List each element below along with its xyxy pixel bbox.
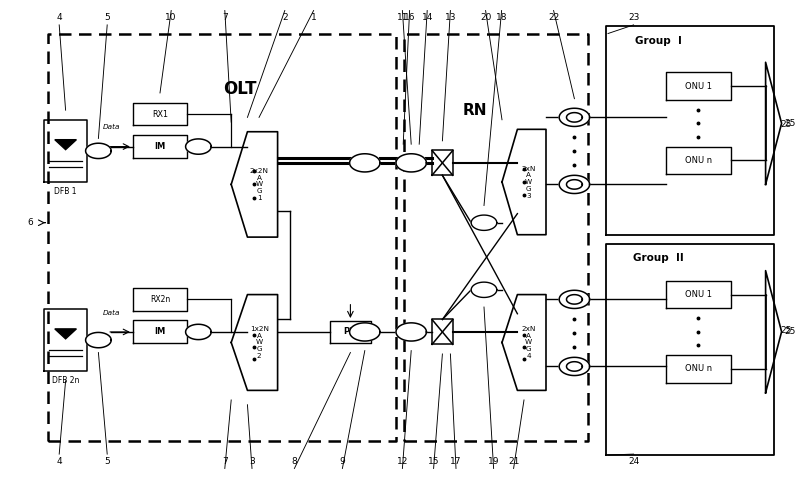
- Text: DFB 2n: DFB 2n: [52, 376, 79, 385]
- Text: IM: IM: [154, 142, 166, 151]
- Text: 1x2N
A
W
G
2: 1x2N A W G 2: [250, 326, 269, 359]
- Polygon shape: [471, 282, 497, 297]
- Text: 8: 8: [291, 457, 298, 466]
- Polygon shape: [86, 332, 111, 348]
- Text: 1: 1: [310, 13, 317, 22]
- Text: 25: 25: [785, 119, 796, 128]
- Text: 9: 9: [339, 457, 346, 466]
- Text: PM: PM: [343, 328, 358, 336]
- Text: RX1: RX1: [152, 110, 168, 118]
- Polygon shape: [559, 175, 590, 194]
- Text: 10: 10: [166, 13, 177, 22]
- Text: 4: 4: [56, 457, 62, 466]
- Text: 12: 12: [397, 457, 408, 466]
- Text: ONU 1: ONU 1: [685, 82, 712, 91]
- Polygon shape: [186, 139, 211, 154]
- Text: 20: 20: [480, 13, 491, 22]
- Text: Data: Data: [103, 310, 121, 316]
- Text: 17: 17: [450, 457, 462, 466]
- Polygon shape: [559, 290, 590, 308]
- Text: OLT: OLT: [223, 80, 257, 98]
- Text: 2x2N
A
W
G
1: 2x2N A W G 1: [250, 168, 269, 201]
- Text: ONU n: ONU n: [685, 156, 712, 165]
- Text: 18: 18: [496, 13, 507, 22]
- Text: 25: 25: [780, 326, 791, 335]
- Polygon shape: [54, 140, 77, 149]
- Text: 16: 16: [404, 13, 415, 22]
- Text: 24: 24: [628, 457, 639, 466]
- Text: 6: 6: [27, 218, 34, 227]
- Polygon shape: [54, 329, 77, 339]
- Polygon shape: [396, 154, 426, 172]
- Text: 25: 25: [780, 120, 791, 129]
- Polygon shape: [86, 143, 111, 159]
- Text: 14: 14: [422, 13, 433, 22]
- Text: 5: 5: [104, 13, 110, 22]
- Text: 23: 23: [628, 13, 639, 22]
- Polygon shape: [471, 215, 497, 230]
- Text: ONU n: ONU n: [685, 365, 712, 373]
- Polygon shape: [350, 323, 380, 341]
- Text: 2: 2: [282, 13, 288, 22]
- Text: IM: IM: [154, 328, 166, 336]
- Text: Data: Data: [103, 125, 121, 130]
- Text: RX2n: RX2n: [150, 295, 170, 304]
- Text: 11: 11: [397, 13, 408, 22]
- Text: 2xN
A
W
G
3: 2xN A W G 3: [522, 166, 536, 198]
- Text: Group  I: Group I: [635, 36, 682, 46]
- Text: 7: 7: [222, 13, 228, 22]
- Text: 4: 4: [56, 13, 62, 22]
- Text: ONU 1: ONU 1: [685, 290, 712, 299]
- Text: 13: 13: [445, 13, 456, 22]
- Text: Group  II: Group II: [633, 253, 684, 262]
- Text: DFB 1: DFB 1: [54, 187, 77, 196]
- Text: 25: 25: [785, 327, 796, 336]
- Text: 7: 7: [222, 457, 228, 466]
- Text: 3: 3: [249, 457, 255, 466]
- Text: 15: 15: [428, 457, 439, 466]
- Text: 2xN
A
W
G
4: 2xN A W G 4: [522, 326, 536, 359]
- Polygon shape: [186, 324, 211, 340]
- Polygon shape: [559, 108, 590, 126]
- Text: 5: 5: [104, 457, 110, 466]
- Text: 22: 22: [548, 13, 559, 22]
- Text: 19: 19: [488, 457, 499, 466]
- Polygon shape: [559, 357, 590, 376]
- Polygon shape: [350, 154, 380, 172]
- Text: RN: RN: [462, 103, 486, 118]
- Text: 21: 21: [508, 457, 519, 466]
- Polygon shape: [396, 323, 426, 341]
